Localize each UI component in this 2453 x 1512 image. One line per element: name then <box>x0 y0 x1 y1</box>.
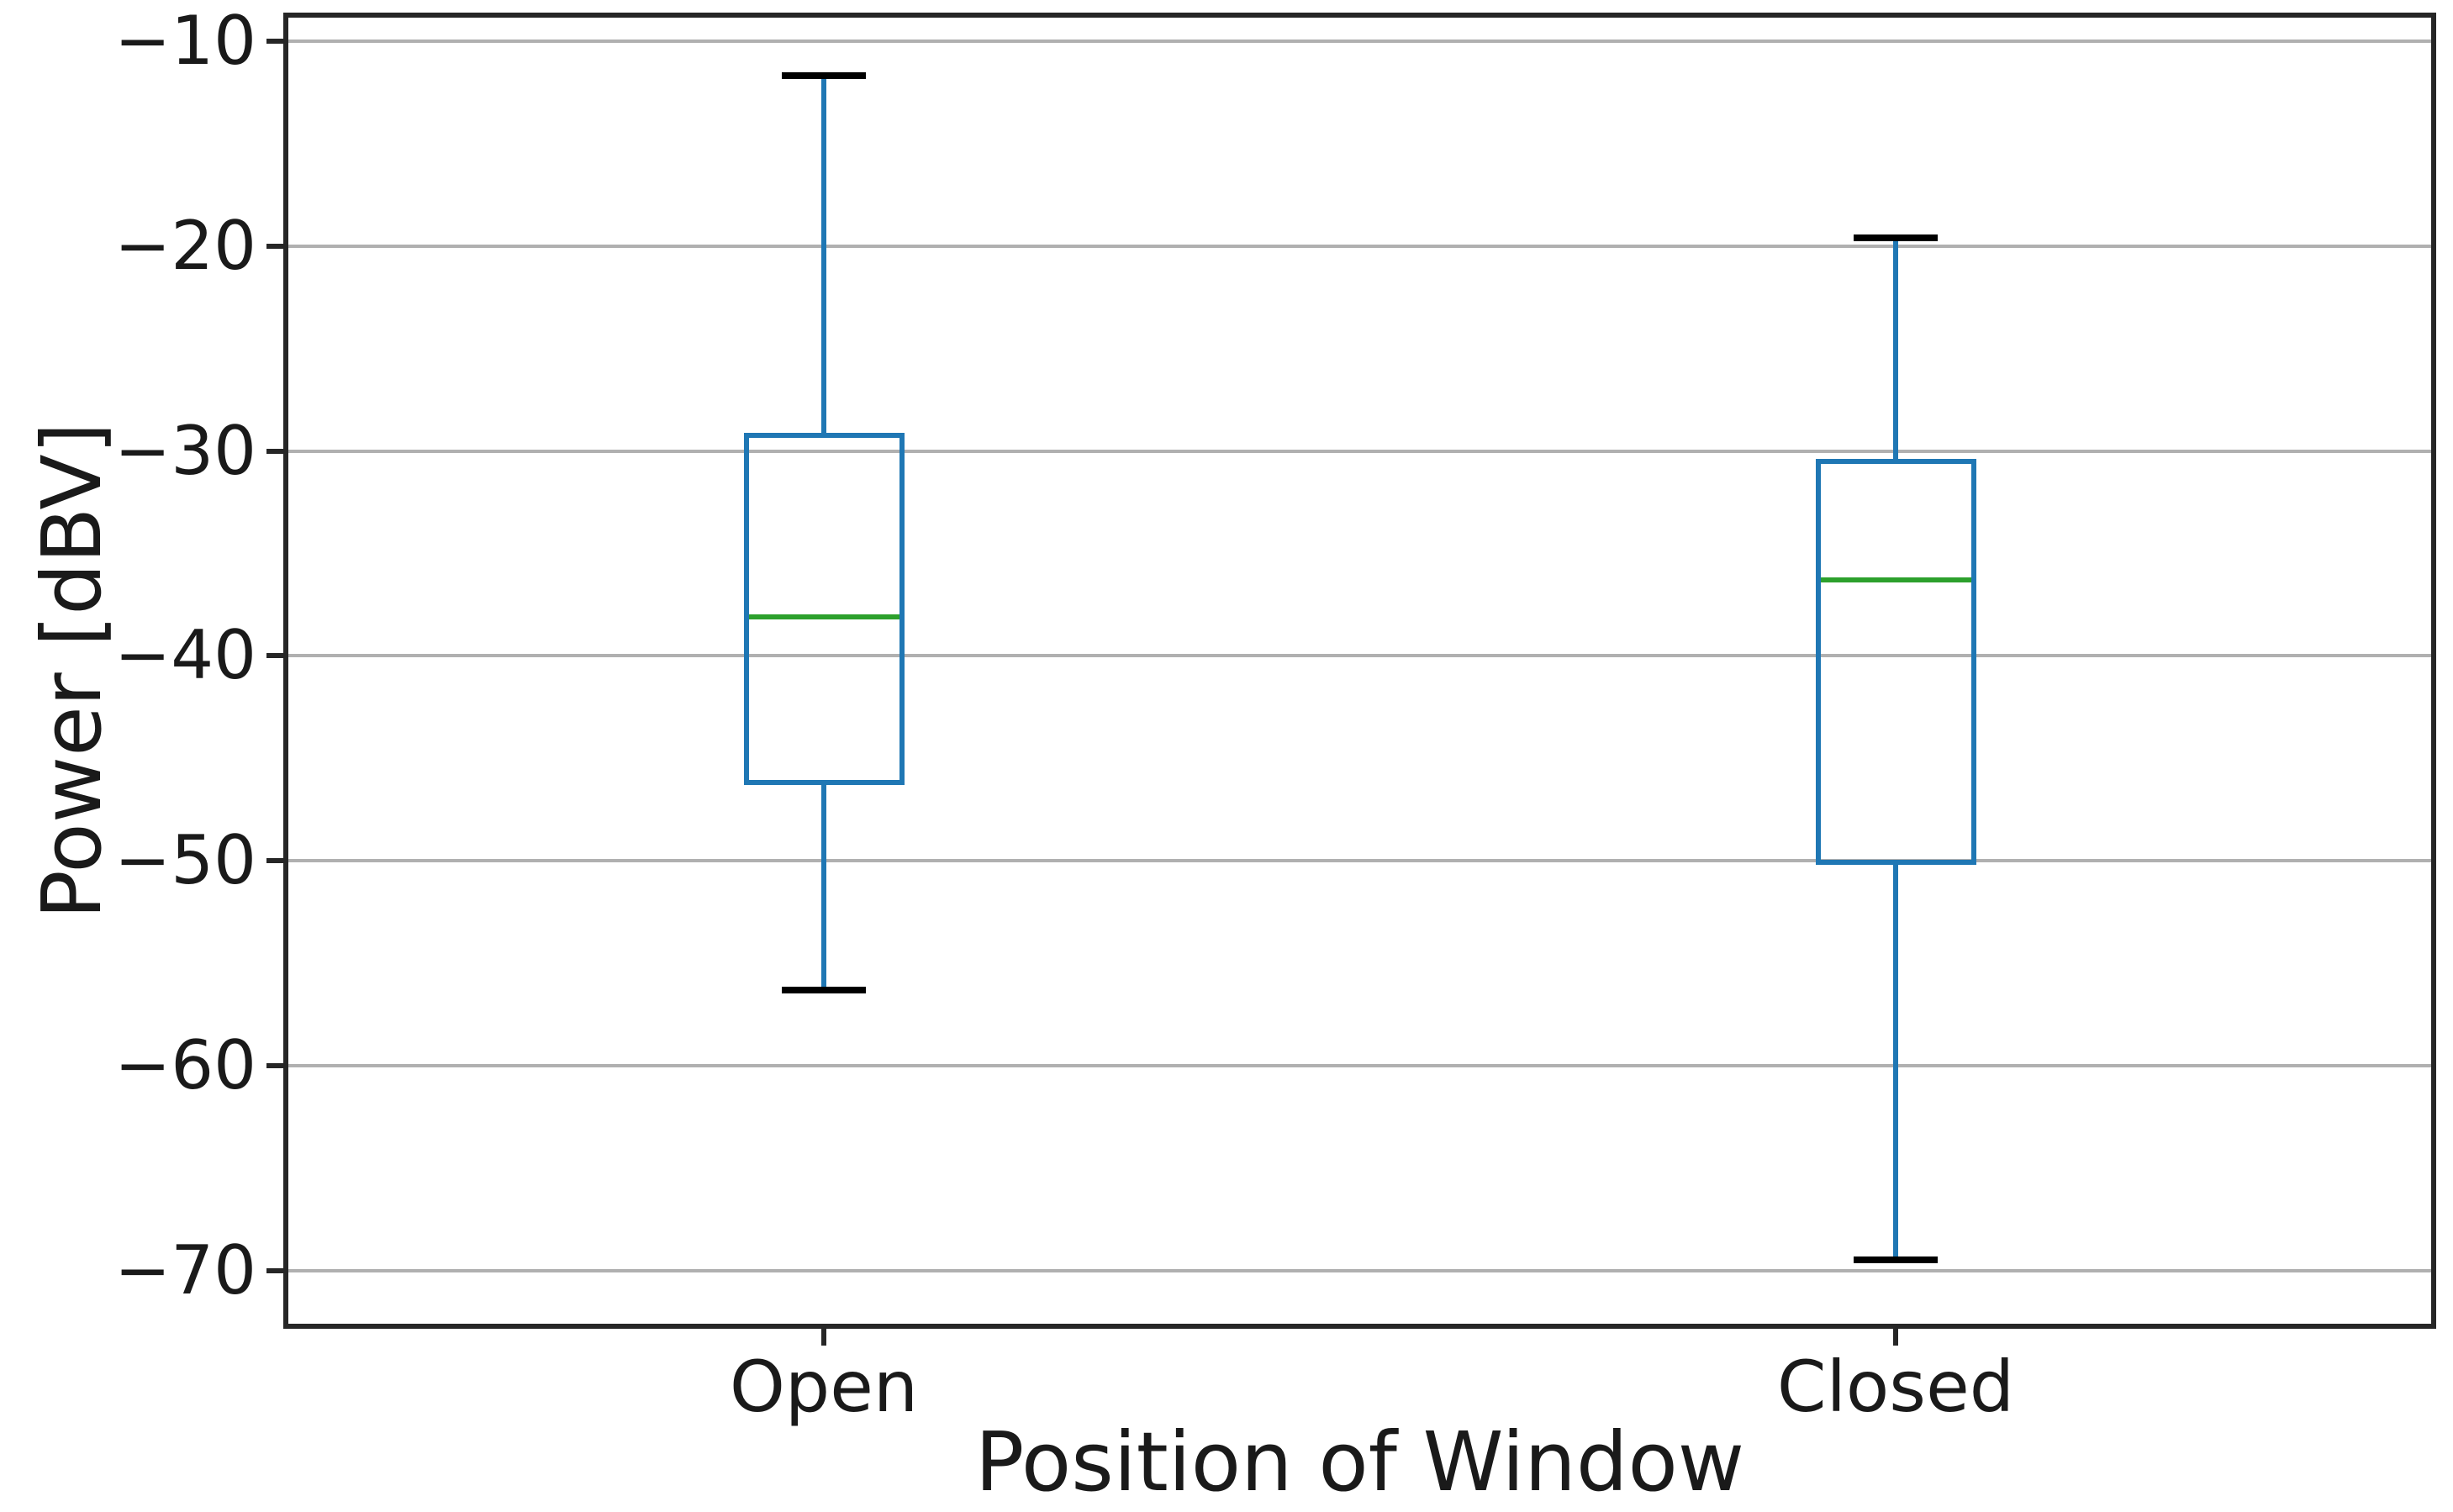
y-tick-mark--60 <box>266 1062 283 1068</box>
median-line-closed <box>1820 577 1971 583</box>
x-tick-mark-open <box>821 1329 826 1346</box>
median-line-open <box>748 614 899 619</box>
y-tick-mark--20 <box>266 243 283 249</box>
y-tick-label--40: −40 <box>114 616 256 695</box>
y-tick-label--30: −30 <box>114 411 256 490</box>
x-tick-label-open: Open <box>729 1346 919 1428</box>
whisker-lower-open <box>821 784 826 990</box>
x-axis-label: Position of Window <box>974 1415 1745 1509</box>
y-tick-mark--30 <box>266 448 283 454</box>
y-tick-mark--10 <box>266 39 283 45</box>
gridline-y-10 <box>288 40 2431 44</box>
whisker-cap-upper-closed <box>1854 234 1938 242</box>
whisker-cap-upper-open <box>782 72 866 80</box>
gridline-y-60 <box>288 1063 2431 1067</box>
y-tick-label--20: −20 <box>114 206 256 285</box>
plot-area <box>283 13 2436 1329</box>
y-tick-mark--70 <box>266 1267 283 1273</box>
x-tick-label-closed: Closed <box>1776 1346 2015 1428</box>
box-rect-open <box>743 432 905 785</box>
x-tick-mark-closed <box>1893 1329 1898 1346</box>
whisker-cap-lower-open <box>782 986 866 993</box>
y-tick-label--50: −50 <box>114 821 256 900</box>
whisker-upper-open <box>821 76 826 433</box>
gridline-y-30 <box>288 449 2431 453</box>
y-tick-mark--50 <box>266 858 283 864</box>
y-tick-label--60: −60 <box>114 1025 256 1104</box>
y-tick-label--10: −10 <box>114 2 256 81</box>
y-tick-mark--40 <box>266 653 283 659</box>
gridline-y-20 <box>288 244 2431 248</box>
whisker-cap-lower-closed <box>1854 1256 1938 1264</box>
gridline-y-40 <box>288 654 2431 658</box>
gridline-y-70 <box>288 1268 2431 1272</box>
gridline-y-50 <box>288 859 2431 863</box>
box-rect-closed <box>1815 459 1976 865</box>
y-tick-label--70: −70 <box>114 1230 256 1309</box>
whisker-lower-closed <box>1893 864 1898 1261</box>
whisker-upper-closed <box>1893 238 1898 460</box>
